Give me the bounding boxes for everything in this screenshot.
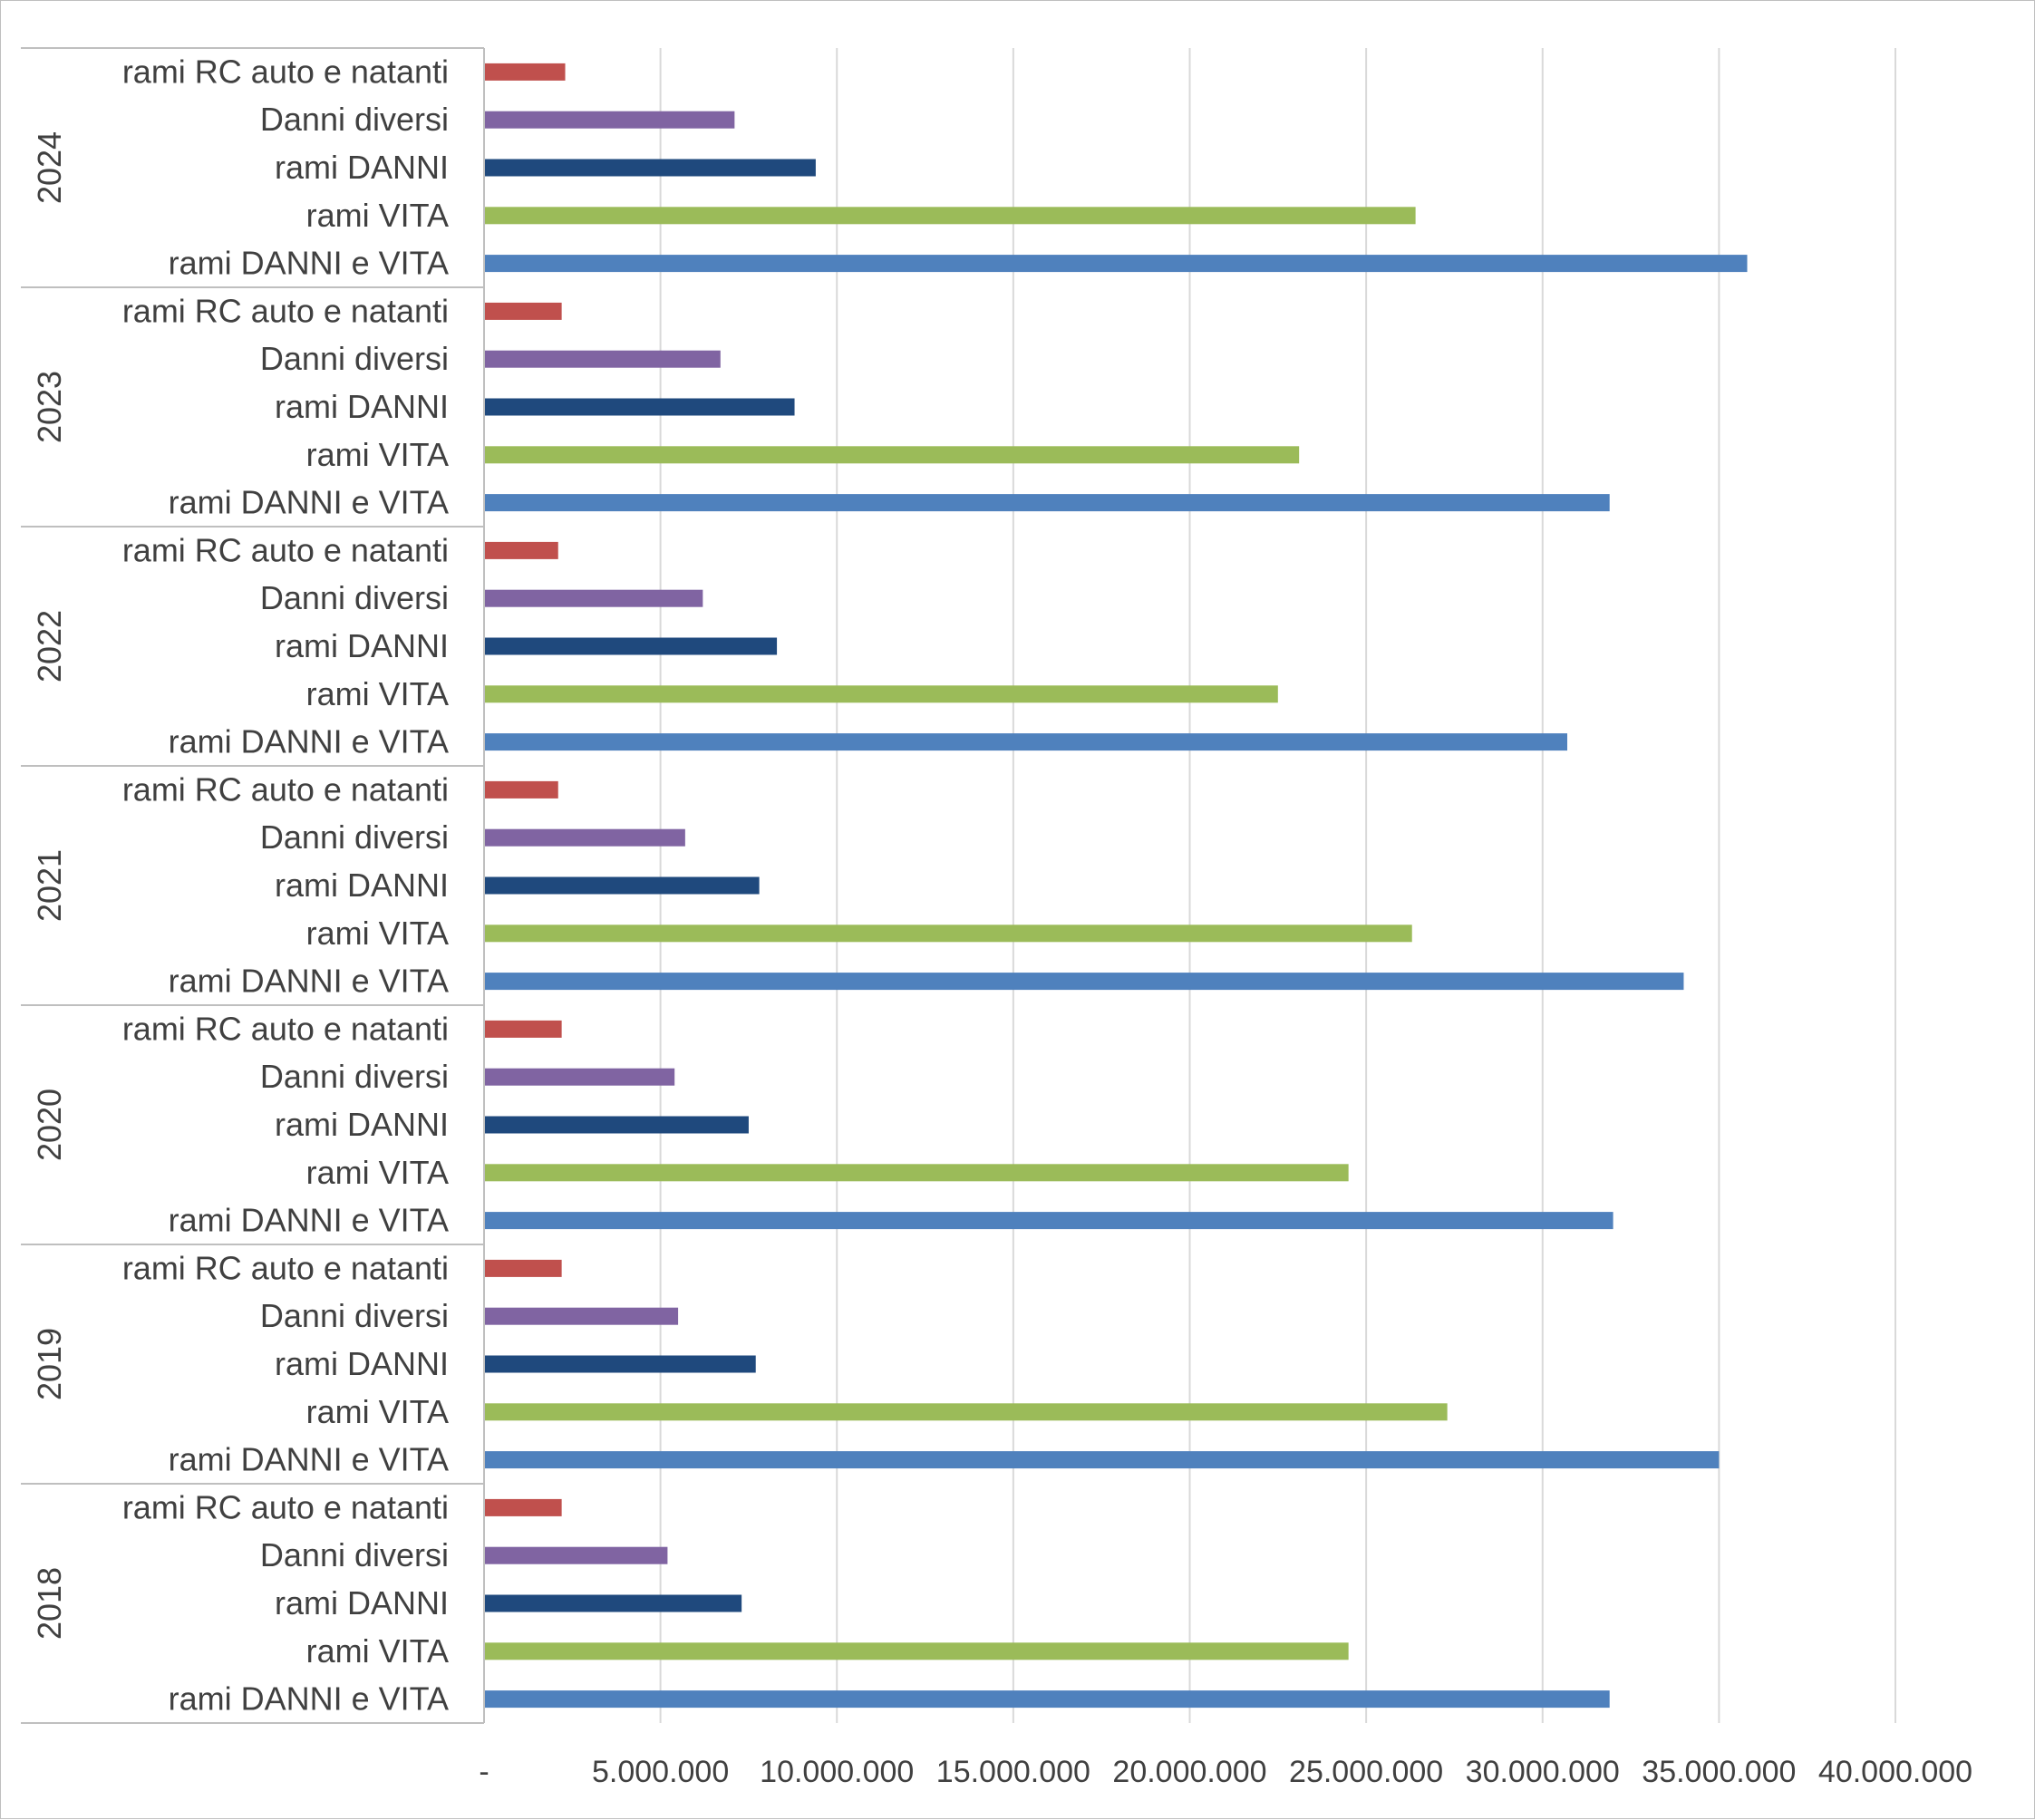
category-label: rami RC auto e natanti	[122, 53, 449, 90]
bar-2019-rami-rc-auto-e-natanti	[485, 1259, 562, 1277]
category-label: rami VITA	[306, 915, 449, 952]
x-tick-label: 35.000.000	[1642, 1755, 1796, 1789]
bar-2023-rami-danni	[485, 398, 795, 416]
category-label: rami DANNI e VITA	[169, 1202, 449, 1239]
gridlines	[659, 48, 1896, 1723]
category-label: Danni diversi	[260, 340, 449, 377]
bar-2021-rami-rc-auto-e-natanti	[485, 780, 558, 799]
bar-2020-danni-diversi	[485, 1068, 675, 1086]
bar-2022-rami-danni-e-vita	[485, 733, 1567, 751]
bar-2022-danni-diversi	[485, 589, 703, 607]
bar-2021-rami-danni-e-vita	[485, 973, 1684, 991]
category-label: rami VITA	[306, 1154, 449, 1191]
category-label: Danni diversi	[260, 818, 449, 856]
bar-2024-danni-diversi	[485, 111, 735, 129]
category-labels: 2024 rami RC auto e natanti Danni diversi r…	[31, 53, 449, 1717]
category-label: rami DANNI e VITA	[169, 723, 449, 760]
group-label-2023: 2023	[31, 371, 68, 443]
x-tick-label: 5.000.000	[592, 1755, 729, 1789]
category-label: Danni diversi	[260, 1536, 449, 1573]
x-tick-label: 30.000.000	[1466, 1755, 1620, 1789]
category-label: rami DANNI	[275, 1584, 449, 1622]
group-label-2024: 2024	[31, 131, 68, 204]
category-label: rami VITA	[306, 436, 449, 473]
x-tick-label: 25.000.000	[1289, 1755, 1443, 1789]
bar-2023-rami-danni-e-vita	[485, 494, 1610, 512]
bar-2020-rami-danni-e-vita	[485, 1212, 1613, 1230]
x-tick-label: 10.000.000	[760, 1755, 914, 1789]
bar-2019-rami-danni-e-vita	[485, 1451, 1720, 1469]
bar-2019-rami-danni	[485, 1355, 756, 1373]
category-label: rami VITA	[306, 1393, 449, 1430]
x-tick-label: -	[479, 1755, 489, 1789]
category-label: rami DANNI e VITA	[169, 245, 449, 282]
category-label: rami RC auto e natanti	[122, 292, 449, 329]
category-label: rami DANNI e VITA	[169, 1680, 449, 1718]
bar-2019-rami-vita	[485, 1403, 1448, 1421]
bar-2018-rami-danni	[485, 1594, 742, 1612]
category-label: Danni diversi	[260, 579, 449, 616]
category-label: rami RC auto e natanti	[122, 1249, 449, 1286]
bar-2024-rami-vita	[485, 207, 1416, 225]
bar-2021-danni-diversi	[485, 828, 685, 847]
category-axis	[21, 47, 485, 1724]
category-label: Danni diversi	[260, 1058, 449, 1095]
bar-2019-danni-diversi	[485, 1307, 679, 1325]
category-label: rami DANNI	[275, 866, 449, 904]
category-label: rami RC auto e natanti	[122, 531, 449, 568]
category-label: rami RC auto e natanti	[122, 1488, 449, 1525]
category-label: rami DANNI e VITA	[169, 963, 449, 1000]
bar-2022-rami-danni	[485, 637, 778, 655]
bars	[485, 63, 1748, 1709]
group-label-2018: 2018	[31, 1567, 68, 1640]
category-label: Danni diversi	[260, 101, 449, 138]
x-tick-label: 40.000.000	[1818, 1755, 1972, 1789]
bar-2023-danni-diversi	[485, 350, 721, 368]
bar-2022-rami-rc-auto-e-natanti	[485, 541, 558, 559]
group-label-2020: 2020	[31, 1089, 68, 1161]
category-label: rami DANNI	[275, 149, 449, 186]
bar-2024-rami-danni	[485, 159, 816, 177]
x-tick-label: 20.000.000	[1112, 1755, 1266, 1789]
category-label: rami RC auto e natanti	[122, 770, 449, 808]
bar-2018-rami-vita	[485, 1642, 1349, 1660]
bar-2023-rami-rc-auto-e-natanti	[485, 302, 562, 320]
x-axis-tick-labels: - 5.000.000 10.000.000 15.000.000 20.000.000…	[479, 1755, 1972, 1789]
category-label: rami RC auto e natanti	[122, 1010, 449, 1047]
group-label-2022: 2022	[31, 610, 68, 682]
category-label: rami DANNI e VITA	[169, 484, 449, 521]
category-label: rami DANNI	[275, 627, 449, 664]
bar-2021-rami-vita	[485, 925, 1412, 943]
category-label: rami DANNI	[275, 388, 449, 425]
bar-2018-rami-rc-auto-e-natanti	[485, 1498, 562, 1516]
x-tick-label: 15.000.000	[936, 1755, 1090, 1789]
bar-2021-rami-danni	[485, 876, 760, 895]
bar-2023-rami-vita	[485, 446, 1300, 464]
category-label: rami VITA	[306, 197, 449, 234]
category-label: rami VITA	[306, 675, 449, 712]
bar-2018-danni-diversi	[485, 1546, 668, 1564]
category-label: rami DANNI	[275, 1106, 449, 1143]
category-label: rami DANNI e VITA	[169, 1441, 449, 1478]
group-label-2019: 2019	[31, 1328, 68, 1400]
group-label-2021: 2021	[31, 849, 68, 922]
bar-2018-rami-danni-e-vita	[485, 1690, 1610, 1709]
bar-2024-rami-rc-auto-e-natanti	[485, 63, 566, 81]
bar-2020-rami-rc-auto-e-natanti	[485, 1020, 562, 1038]
category-label: Danni diversi	[260, 1297, 449, 1334]
bar-2022-rami-vita	[485, 685, 1278, 703]
bar-2020-rami-vita	[485, 1164, 1349, 1182]
category-label: rami VITA	[306, 1632, 449, 1670]
category-label: rami DANNI	[275, 1345, 449, 1382]
bar-2024-rami-danni-e-vita	[485, 255, 1748, 273]
bar-2020-rami-danni	[485, 1116, 749, 1134]
